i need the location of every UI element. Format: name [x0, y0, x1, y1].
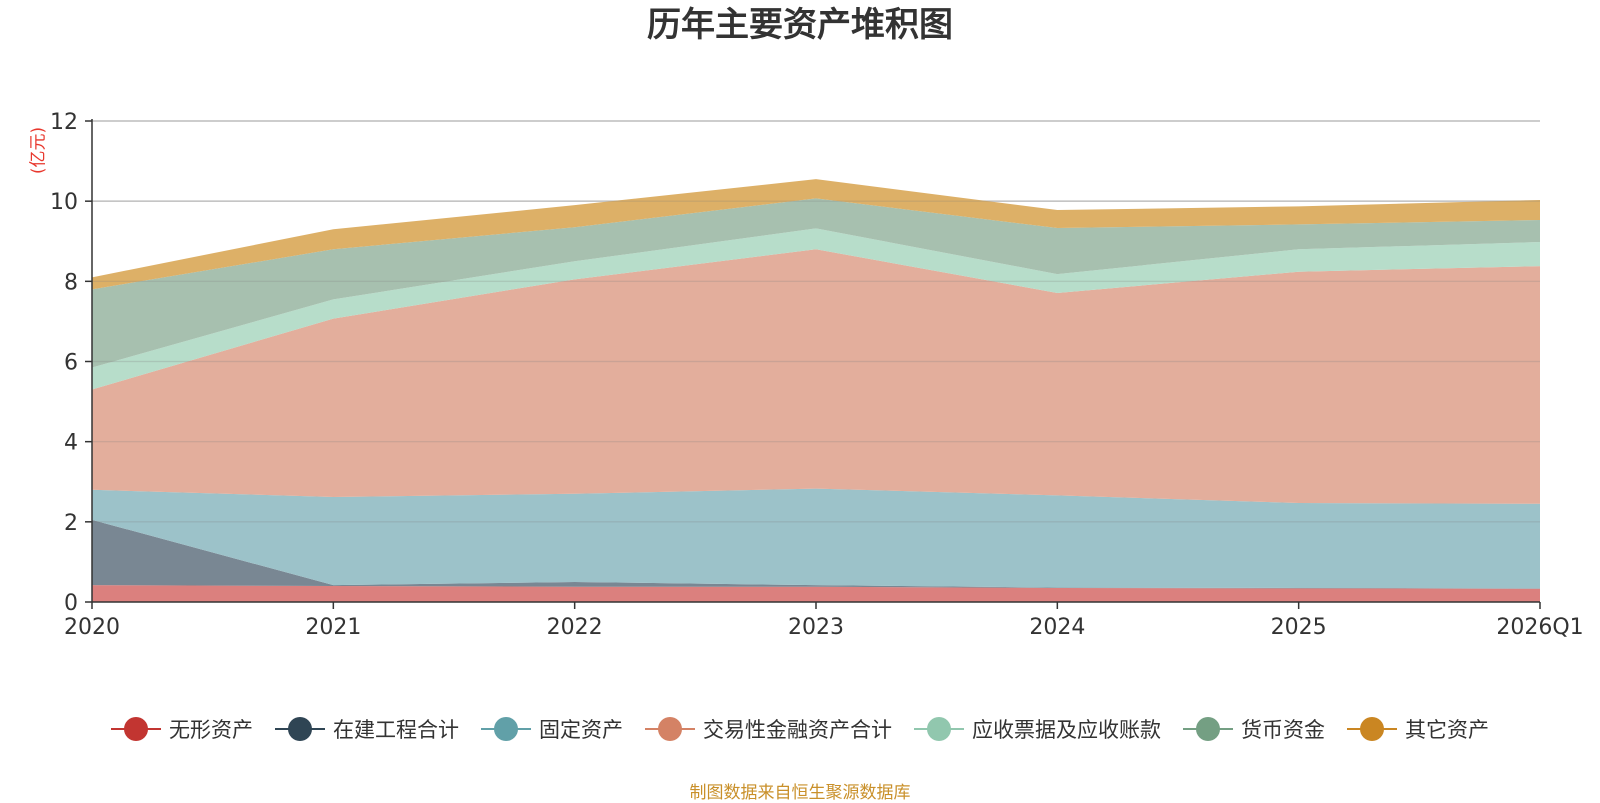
x-tick-label: 2026Q1: [1496, 615, 1583, 640]
area-series-0: [92, 585, 1540, 602]
legend-swatch-icon: [481, 717, 531, 741]
legend-label: 货币资金: [1241, 718, 1325, 742]
chart-title: 历年主要资产堆积图: [647, 5, 953, 45]
area-series-3: [92, 249, 1540, 504]
y-tick-label: 10: [50, 190, 78, 215]
y-tick-label: 2: [64, 511, 78, 536]
legend-dot-icon: [494, 717, 518, 741]
y-tick-label: 8: [64, 270, 78, 295]
legend-swatch-icon: [1183, 717, 1233, 741]
legend-swatch-icon: [645, 717, 695, 741]
x-tick-label: 2020: [64, 615, 120, 640]
x-tick-label: 2025: [1271, 615, 1327, 640]
legend-dot-icon: [927, 717, 951, 741]
y-tick-label: 0: [64, 591, 78, 616]
area-series-5: [92, 198, 1540, 368]
legend-label: 无形资产: [169, 718, 253, 742]
legend-label: 交易性金融资产合计: [703, 718, 892, 742]
y-tick-label: 4: [64, 431, 78, 456]
y-tick-label: 12: [50, 110, 78, 135]
legend-swatch-icon: [111, 717, 161, 741]
area-series-6: [92, 179, 1540, 290]
axes: 0 2 4 6 8 10 12 2020 2021 2022 2023 2024 2025 2026Q1: [50, 110, 1584, 640]
legend-dot-icon: [658, 717, 682, 741]
area-series-2: [92, 488, 1540, 589]
x-tick-label: 2021: [305, 615, 361, 640]
legend-dot-icon: [1196, 717, 1220, 741]
legend-label: 应收票据及应收账款: [972, 718, 1161, 742]
legend-item[interactable]: 在建工程合计: [275, 714, 459, 744]
y-tick-label: 6: [64, 351, 78, 376]
legend-swatch-icon: [1347, 717, 1397, 741]
legend-swatch-icon: [914, 717, 964, 741]
legend-item[interactable]: 货币资金: [1183, 714, 1325, 744]
legend-label: 在建工程合计: [333, 718, 459, 742]
legend-item[interactable]: 交易性金融资产合计: [645, 714, 892, 744]
x-tick-label: 2024: [1029, 615, 1085, 640]
legend-swatch-icon: [275, 717, 325, 741]
source-note: 制图数据来自恒生聚源数据库: [689, 783, 911, 803]
x-tick-label: 2022: [547, 615, 603, 640]
legend-dot-icon: [124, 717, 148, 741]
area-series: [92, 120, 1540, 602]
area-series-4: [92, 228, 1540, 390]
chart-plot: 0 2 4 6 8 10 12 2020 2021 2022 2023 2024 2025 2026Q1: [50, 110, 1584, 640]
legend-item[interactable]: 无形资产: [111, 714, 253, 744]
legend-item[interactable]: 其它资产: [1347, 714, 1489, 744]
legend: 无形资产 在建工程合计 固定资产 交易性金融资产合计 应收票据及应收账款 货币资金 其它资产: [0, 712, 1600, 746]
legend-label: 固定资产: [539, 718, 623, 742]
legend-dot-icon: [1360, 717, 1384, 741]
legend-label: 其它资产: [1405, 718, 1489, 742]
legend-dot-icon: [288, 717, 312, 741]
area-series-1: [92, 519, 1540, 589]
legend-item[interactable]: 应收票据及应收账款: [914, 714, 1161, 744]
x-tick-label: 2023: [788, 615, 844, 640]
legend-item[interactable]: 固定资产: [481, 714, 623, 744]
